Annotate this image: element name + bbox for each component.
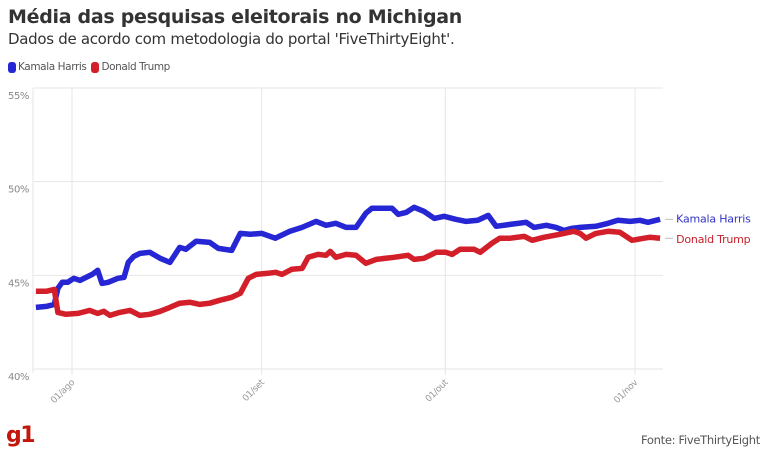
x-tick-label: 01/ago	[49, 377, 77, 405]
series-line-trump	[35, 228, 661, 319]
chart-subtitle: Dados de acordo com metodologia do porta…	[8, 30, 455, 48]
g1-logo: g1	[6, 423, 36, 448]
series-lines	[35, 204, 661, 319]
y-tick-label: 45%	[8, 278, 29, 289]
legend-label-trump: Donald Trump	[101, 61, 170, 73]
x-tick-label: 01/nov	[612, 377, 640, 405]
end-labels: Kamala Harris Donald Trump	[665, 212, 751, 246]
legend-swatch-harris	[8, 61, 16, 73]
legend-item-harris[interactable]: Kamala Harris	[8, 61, 87, 73]
y-axis: 55% 50% 45% 40%	[8, 91, 29, 383]
legend-item-trump[interactable]: Donald Trump	[91, 61, 170, 73]
legend-label-harris: Kamala Harris	[18, 61, 87, 73]
legend: Kamala Harris Donald Trump	[8, 61, 175, 73]
x-tick-label: 01/set	[241, 378, 267, 404]
x-axis: 01/ago 01/set 01/out 01/nov	[49, 377, 641, 406]
y-tick-label: 55%	[8, 91, 29, 102]
y-tick-label: 40%	[8, 372, 29, 383]
y-tick-label: 50%	[8, 185, 29, 196]
chart-title: Média das pesquisas eleitorais no Michig…	[8, 6, 463, 28]
end-label-trump: Donald Trump	[676, 233, 751, 246]
source-note: Fonte: FiveThirtyEight	[640, 433, 760, 447]
end-label-harris: Kamala Harris	[676, 212, 751, 225]
series-line-harris	[35, 204, 661, 311]
x-tick-label: 01/out	[424, 378, 451, 405]
legend-swatch-trump	[91, 61, 100, 73]
